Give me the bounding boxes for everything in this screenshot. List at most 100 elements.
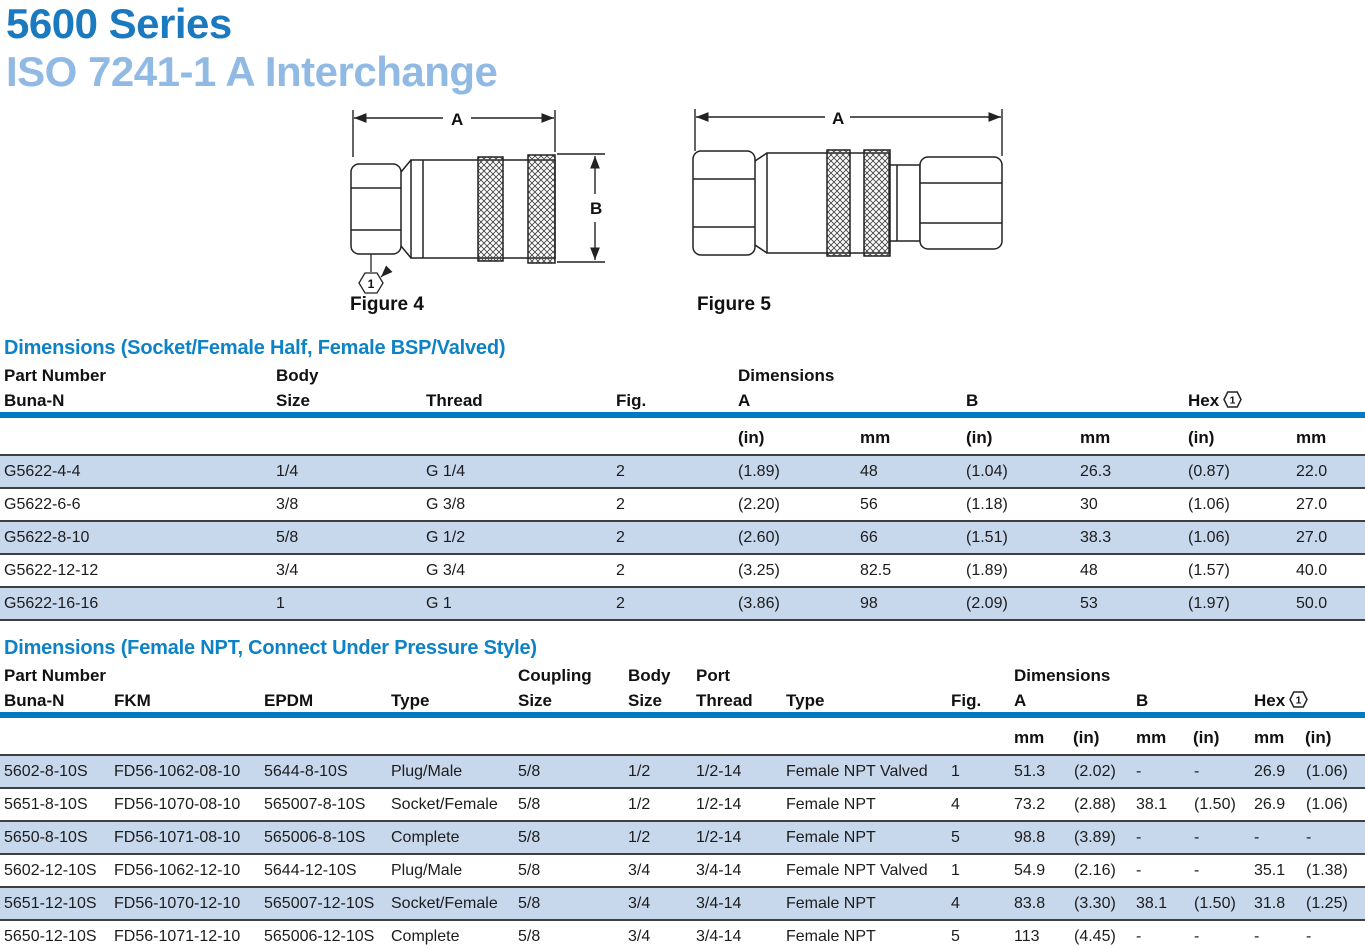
table-cell: (1.89) [958, 554, 1072, 588]
table-cell: 3/4-14 [690, 920, 780, 949]
table-cell: 5/8 [512, 854, 622, 888]
table-row: 5602-8-10S FD56-1062-08-10 5644-8-10S Plug/… [0, 755, 1365, 789]
table-cell: 1 [270, 587, 420, 621]
figure-5-caption: Figure 5 [697, 294, 771, 315]
table-cell: Female NPT [780, 788, 945, 822]
table-cell: 26.3 [1072, 455, 1180, 489]
table-cell: (1.50) [1188, 887, 1248, 921]
table-cell: 1/2-14 [690, 755, 780, 789]
table-cell: (2.88) [1068, 788, 1130, 822]
table-cell: 1 [945, 854, 1008, 888]
table-cell: G 3/8 [420, 488, 610, 522]
npt-dimensions-table: Part Number Coupling Body Port Dimension… [0, 666, 1365, 949]
table-cell: 27.0 [1288, 521, 1365, 555]
table-cell: 3/4 [622, 887, 690, 921]
table-cell: - [1130, 755, 1188, 789]
table-cell: 3/4-14 [690, 854, 780, 888]
hex-nut [350, 163, 402, 255]
section-title-npt: Dimensions (Female NPT, Connect Under Pr… [4, 637, 537, 659]
table-cell: 38.1 [1130, 788, 1188, 822]
dimension-b [557, 153, 605, 263]
table-cell: 5602-8-10S [0, 755, 108, 789]
hex-callout [358, 254, 393, 294]
table-cell: 4 [945, 788, 1008, 822]
table-cell: (1.38) [1300, 854, 1365, 888]
table-cell: (1.51) [958, 521, 1072, 555]
plug-neck [889, 164, 921, 242]
table-cell: 5644-8-10S [258, 755, 385, 789]
table-cell: 2 [610, 455, 730, 489]
table-row: G5622-8-10 5/8 G 1/2 2 (2.60) 66 (1.51) 38.3 (1.… [0, 521, 1365, 555]
table-cell: - [1300, 821, 1365, 855]
table-cell: 1/2-14 [690, 788, 780, 822]
page-title: 5600 Series ISO 7241-1 A Interchange [6, 0, 498, 96]
table-cell: FD56-1062-08-10 [108, 755, 258, 789]
table-cell: 26.9 [1248, 755, 1300, 789]
table-row: 5651-8-10S FD56-1070-08-10 565007-8-10S Soc… [0, 788, 1365, 822]
table-cell: 50.0 [1288, 587, 1365, 621]
unit-a-mm: mm [1008, 715, 1068, 756]
table-row: 5650-12-10S FD56-1071-12-10 565006-12-10S C… [0, 920, 1365, 949]
table-cell: 1/4 [270, 455, 420, 489]
units-row: mm (in) mm (in) mm (in) [0, 715, 1365, 756]
knurl-band [477, 156, 504, 262]
table-cell: G5622-6-6 [0, 488, 270, 522]
col-port: Port [696, 666, 730, 685]
table-cell: 38.1 [1130, 887, 1188, 921]
table-cell: (4.45) [1068, 920, 1130, 949]
table-cell: (2.09) [958, 587, 1072, 621]
col-port-thread: Thread [690, 687, 780, 718]
table-cell: 565007-8-10S [258, 788, 385, 822]
table-cell: G 1 [420, 587, 610, 621]
table-cell: FD56-1070-08-10 [108, 788, 258, 822]
table-cell: 5/8 [512, 821, 622, 855]
table-cell: (2.16) [1068, 854, 1130, 888]
table-cell: 98.8 [1008, 821, 1068, 855]
table-cell: 40.0 [1288, 554, 1365, 588]
table-cell: 5/8 [512, 755, 622, 789]
table-cell: 2 [610, 554, 730, 588]
table-cell: - [1188, 920, 1248, 949]
table-cell: 2 [610, 488, 730, 522]
table-cell: (1.57) [1180, 554, 1288, 588]
series-title: 5600 Series [6, 0, 232, 47]
table-cell: (3.25) [730, 554, 852, 588]
interchange-subtitle: ISO 7241-1 A Interchange [6, 48, 498, 95]
table-cell: - [1248, 821, 1300, 855]
table-cell: 565007-12-10S [258, 887, 385, 921]
table-cell: 5650-8-10S [0, 821, 108, 855]
table-cell: 51.3 [1008, 755, 1068, 789]
table-cell: (1.89) [730, 455, 852, 489]
table-cell: (1.97) [1180, 587, 1288, 621]
table-cell: 83.8 [1008, 887, 1068, 921]
table-cell: (1.04) [958, 455, 1072, 489]
table-cell: 5650-12-10S [0, 920, 108, 949]
header-row-2: Buna-N FKM EPDM Type Size Size Thread Ty… [0, 687, 1365, 718]
table-cell: G 1/2 [420, 521, 610, 555]
table-cell: Plug/Male [385, 854, 512, 888]
table-cell: Female NPT Valved [780, 854, 945, 888]
knurl-band [826, 149, 851, 257]
table-cell: 2 [610, 521, 730, 555]
table-cell: 66 [852, 521, 958, 555]
unit-hex-mm: mm [1288, 415, 1365, 456]
col-epdm: EPDM [258, 687, 385, 718]
units-row: (in) mm (in) mm (in) mm [0, 415, 1365, 456]
table-row: G5622-4-4 1/4 G 1/4 2 (1.89) 48 (1.04) 26.3 (0.8… [0, 455, 1365, 489]
table-row: 5602-12-10S FD56-1062-12-10 5644-12-10S Plu… [0, 854, 1365, 888]
dimension-a [694, 109, 1003, 156]
table-cell: (1.06) [1180, 488, 1288, 522]
col-hex: Hex 1 [1180, 387, 1365, 418]
table-cell: (2.02) [1068, 755, 1130, 789]
table-cell: 5 [945, 920, 1008, 949]
table-cell: G5622-12-12 [0, 554, 270, 588]
bsp-dimensions-table: Part Number Body Dimensions Buna-N Size … [0, 366, 1365, 621]
table-cell: 53 [1072, 587, 1180, 621]
header-row-2: Buna-N Size Thread Fig. A B Hex 1 [0, 387, 1365, 418]
col-hex: Hex 1 [1248, 687, 1365, 718]
unit-b-in: (in) [958, 415, 1072, 456]
col-dim-a: A [1008, 687, 1130, 718]
table-cell: (3.30) [1068, 887, 1130, 921]
unit-a-in: (in) [730, 415, 852, 456]
table-cell: 82.5 [852, 554, 958, 588]
